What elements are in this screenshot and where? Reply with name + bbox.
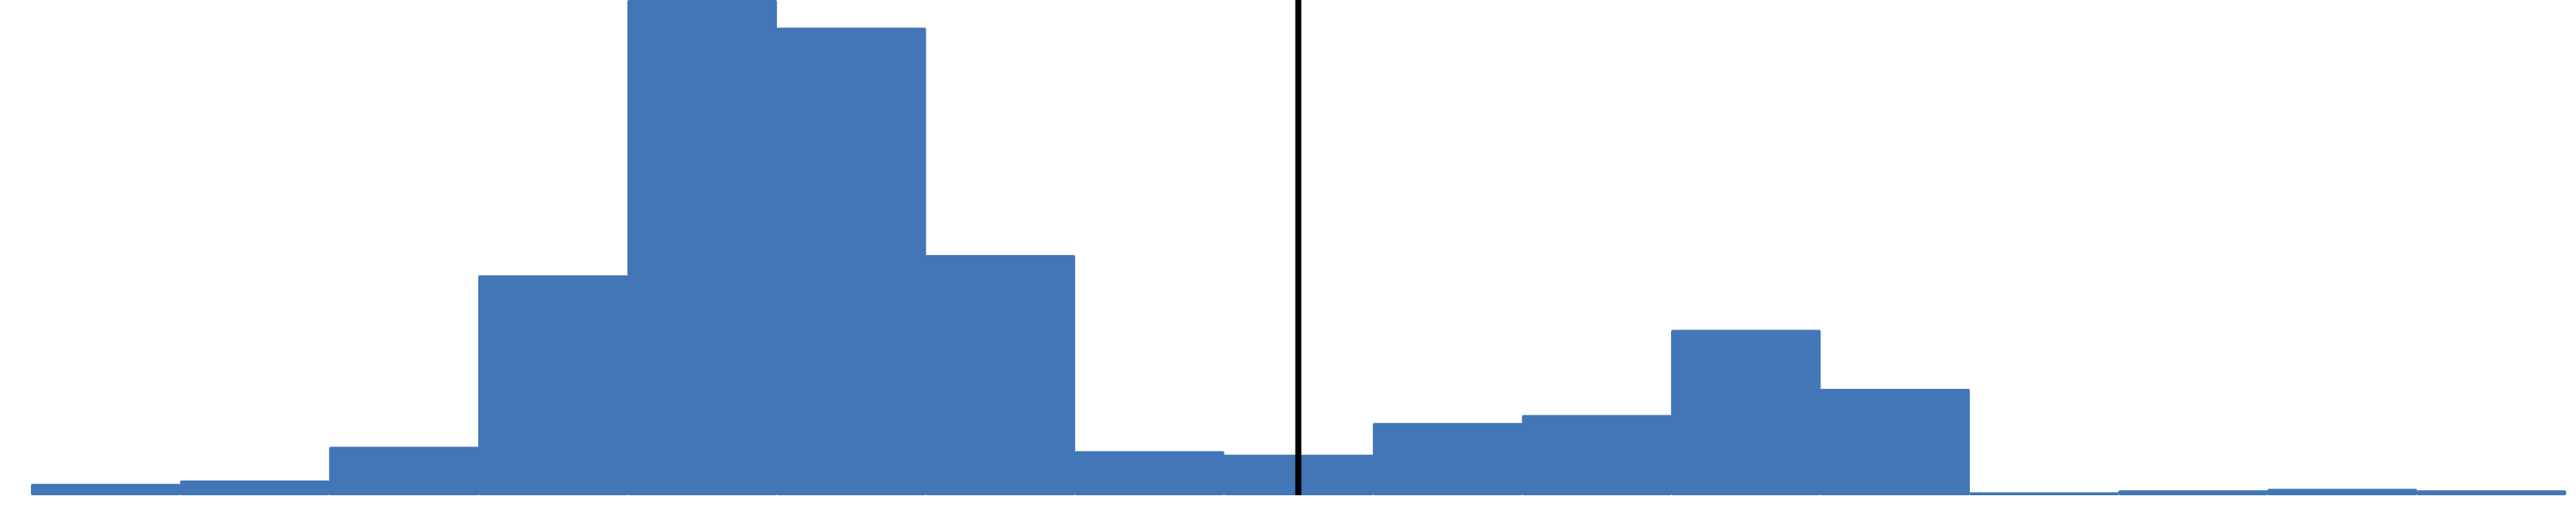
histogram-bar-10 — [1372, 422, 1523, 495]
histogram-bar-6 — [776, 27, 927, 496]
histogram-bar-8 — [1074, 451, 1224, 495]
histogram-bar-12 — [1671, 330, 1821, 495]
histogram-bar-3 — [329, 446, 479, 495]
histogram-bar-7 — [925, 255, 1076, 495]
histogram-bar-2 — [179, 480, 330, 495]
histogram-bar-1 — [31, 483, 181, 495]
bar-group — [31, 0, 2567, 496]
histogram-bar-4 — [477, 275, 629, 495]
histogram-bar-17 — [2416, 490, 2567, 495]
histogram-bar-16 — [2267, 488, 2417, 495]
histogram-bar-5 — [627, 0, 777, 495]
histogram-bar-13 — [1820, 388, 1971, 495]
histogram-bar-15 — [2118, 490, 2269, 495]
histogram-bar-14 — [1969, 492, 2119, 495]
histogram-bar-11 — [1522, 415, 1672, 495]
